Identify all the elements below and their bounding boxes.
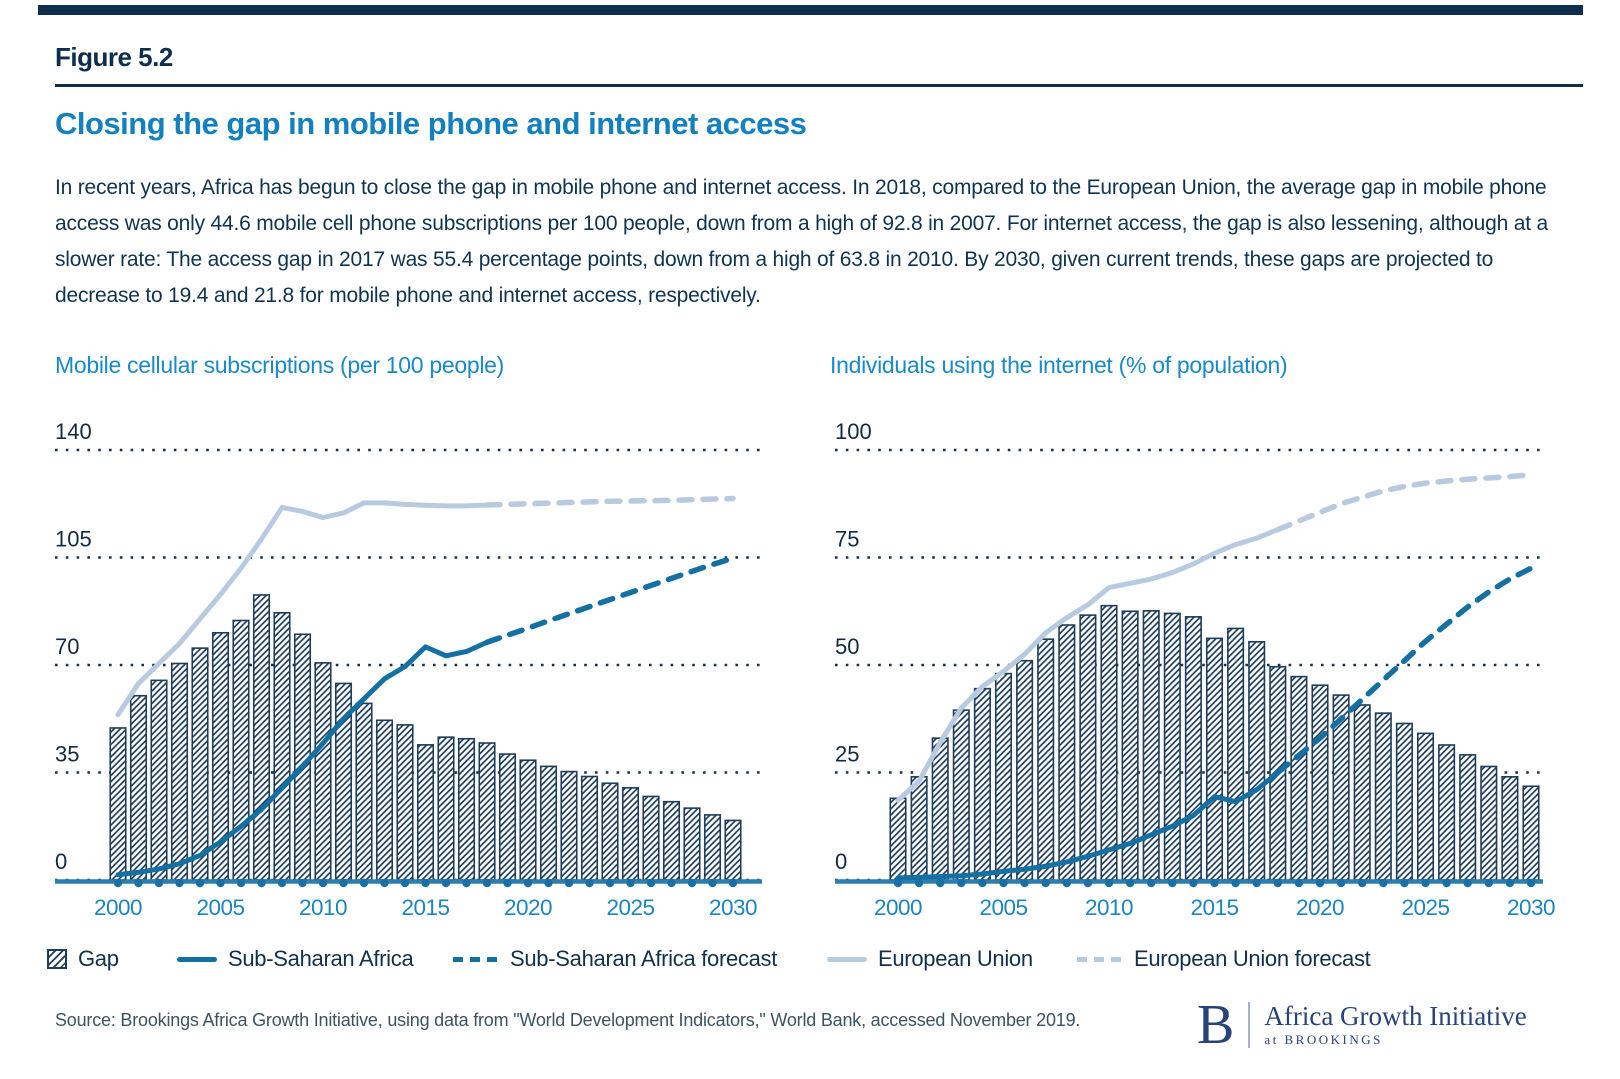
brookings-b-icon: B xyxy=(1197,994,1235,1056)
svg-text:140: 140 xyxy=(55,419,92,444)
svg-text:0: 0 xyxy=(835,849,847,874)
dashed-light-line-swatch-icon xyxy=(1077,956,1123,962)
legend-item-gap: Gap xyxy=(47,944,119,974)
svg-text:105: 105 xyxy=(55,527,92,552)
legend-item-ssa: Sub-Saharan Africa xyxy=(177,944,414,974)
source-note: Source: Brookings Africa Growth Initiati… xyxy=(55,1010,1081,1030)
svg-text:2030: 2030 xyxy=(1507,895,1555,920)
svg-text:2020: 2020 xyxy=(504,895,552,920)
svg-text:2025: 2025 xyxy=(1401,895,1449,920)
top-rule-bar xyxy=(38,5,1583,15)
gap-hatch-swatch-icon xyxy=(47,949,67,969)
svg-text:2010: 2010 xyxy=(299,895,347,920)
solid-light-line-swatch-icon xyxy=(827,956,867,962)
svg-text:2005: 2005 xyxy=(979,895,1027,920)
solid-dark-line-swatch-icon xyxy=(177,956,217,962)
svg-text:35: 35 xyxy=(55,742,79,767)
svg-text:75: 75 xyxy=(835,527,859,552)
svg-text:2000: 2000 xyxy=(94,895,142,920)
svg-text:2005: 2005 xyxy=(196,895,244,920)
svg-text:2015: 2015 xyxy=(401,895,449,920)
legend-label: European Union forecast xyxy=(1134,946,1371,971)
svg-text:2025: 2025 xyxy=(606,895,654,920)
svg-text:70: 70 xyxy=(55,634,79,659)
legend-item-eu: European Union xyxy=(827,944,1033,974)
svg-text:2020: 2020 xyxy=(1296,895,1344,920)
figure-description: In recent years, Africa has begun to clo… xyxy=(55,176,1548,307)
legend-label: Sub-Saharan Africa forecast xyxy=(510,946,778,971)
svg-text:2015: 2015 xyxy=(1190,895,1238,920)
svg-text:2010: 2010 xyxy=(1085,895,1133,920)
svg-text:2030: 2030 xyxy=(709,895,757,920)
logo-name: Africa Growth Initiative xyxy=(1264,1001,1527,1031)
legend-label: Sub-Saharan Africa xyxy=(228,946,414,971)
svg-text:2000: 2000 xyxy=(874,895,922,920)
legend-label: European Union xyxy=(878,946,1033,971)
legend-item-eu-forecast: European Union forecast xyxy=(1077,944,1371,974)
svg-text:50: 50 xyxy=(835,634,859,659)
logo-divider xyxy=(1248,1002,1251,1048)
brookings-logo: B Africa Growth Initiative at BROOKINGS xyxy=(1197,994,1527,1056)
chart-internet-usage: 0 25 50 75 100 2000 2005 2010 2015 2020 2025 2030 xyxy=(835,419,1556,920)
chart-title-internet: Individuals using the internet (% of pop… xyxy=(830,352,1288,378)
page-title: Closing the gap in mobile phone and inte… xyxy=(55,106,807,141)
dashed-dark-line-swatch-icon xyxy=(453,956,499,962)
svg-text:0: 0 xyxy=(55,849,67,874)
legend-label: Gap xyxy=(78,946,119,971)
chart-title-mobile: Mobile cellular subscriptions (per 100 p… xyxy=(55,352,504,378)
svg-text:25: 25 xyxy=(835,742,859,767)
logo-subtitle: at BROOKINGS xyxy=(1264,1032,1383,1047)
chart-mobile-subscriptions: 0 35 70 105 140 2000 2005 2010 2015 2020 2025 2030 xyxy=(55,419,762,920)
legend-item-ssa-forecast: Sub-Saharan Africa forecast xyxy=(453,944,777,974)
header-divider xyxy=(55,84,1583,87)
svg-text:100: 100 xyxy=(835,419,872,444)
figure-label: Figure 5.2 xyxy=(55,42,173,72)
